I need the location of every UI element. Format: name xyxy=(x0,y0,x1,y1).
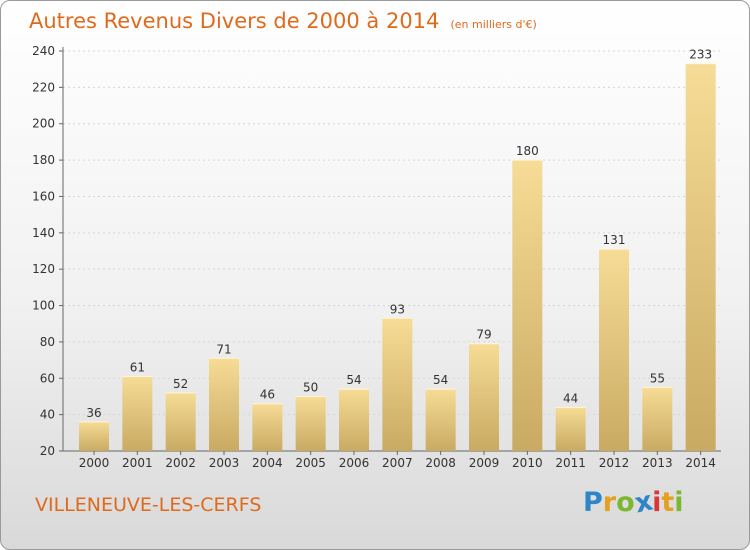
data-label: 131 xyxy=(603,233,626,247)
bar xyxy=(165,392,196,451)
bar xyxy=(685,63,716,452)
x-tick-label: 2014 xyxy=(685,456,716,470)
bar xyxy=(382,318,413,451)
y-tick-label: 200 xyxy=(32,117,55,131)
data-label: 233 xyxy=(689,48,712,62)
data-label: 54 xyxy=(346,373,361,387)
bar xyxy=(425,389,456,451)
y-tick-label: 180 xyxy=(32,153,55,167)
data-label: 36 xyxy=(86,406,101,420)
proxiti-logo[interactable]: Proxiti xyxy=(583,486,684,520)
bar xyxy=(252,403,283,451)
title-row: Autres Revenus Divers de 2000 à 2014 (en… xyxy=(29,9,537,33)
chart-title: Autres Revenus Divers de 2000 à 2014 xyxy=(29,9,440,33)
bar xyxy=(339,389,369,451)
bar xyxy=(599,249,629,451)
bar xyxy=(642,387,673,451)
bar xyxy=(555,407,586,451)
x-tick-label: 2009 xyxy=(469,456,500,470)
data-label: 50 xyxy=(303,380,318,394)
bar xyxy=(512,160,543,451)
data-label: 180 xyxy=(516,144,539,158)
logo-letter: o xyxy=(616,487,635,518)
bar xyxy=(469,343,499,451)
data-label: 61 xyxy=(130,360,145,374)
logo-letter: i xyxy=(674,487,684,518)
chart-subtitle: (en milliers d'€) xyxy=(450,18,537,31)
logo-letter: i xyxy=(652,487,662,518)
y-tick-label: 160 xyxy=(32,189,55,203)
bar xyxy=(295,396,326,451)
y-tick-label: 220 xyxy=(32,80,55,94)
y-tick-label: 40 xyxy=(40,408,55,422)
data-label: 93 xyxy=(390,302,405,316)
logo-letter: t xyxy=(661,487,675,518)
x-tick-label: 2005 xyxy=(295,456,326,470)
commune-name: VILLENEUVE-LES-CERFS xyxy=(35,494,262,516)
y-tick-label: 80 xyxy=(40,335,55,349)
x-tick-label: 2002 xyxy=(165,456,196,470)
x-tick-label: 2003 xyxy=(209,456,240,470)
x-tick-label: 2012 xyxy=(599,456,630,470)
y-tick-label: 100 xyxy=(32,299,55,313)
y-tick-label: 120 xyxy=(32,262,55,276)
data-label: 79 xyxy=(476,328,491,342)
x-tick-label: 2011 xyxy=(555,456,586,470)
x-tick-label: 2013 xyxy=(642,456,673,470)
y-tick-label: 140 xyxy=(32,226,55,240)
data-label: 46 xyxy=(260,388,275,402)
x-tick-label: 2007 xyxy=(382,456,413,470)
logo-letter: P xyxy=(583,487,603,518)
data-label: 55 xyxy=(650,371,665,385)
data-label: 44 xyxy=(563,391,578,405)
data-label: 54 xyxy=(433,373,448,387)
y-tick-label: 20 xyxy=(40,444,55,458)
x-tick-label: 2004 xyxy=(252,456,283,470)
x-tick-label: 2000 xyxy=(79,456,110,470)
data-label: 52 xyxy=(173,377,188,391)
x-tick-label: 2008 xyxy=(425,456,456,470)
x-tick-label: 2010 xyxy=(512,456,543,470)
bar xyxy=(209,358,239,451)
logo-letter: r xyxy=(602,487,617,518)
data-label: 71 xyxy=(216,342,231,356)
bar xyxy=(79,421,109,451)
bar xyxy=(122,376,153,451)
y-tick-label: 240 xyxy=(32,44,55,58)
x-tick-label: 2006 xyxy=(339,456,370,470)
x-tick-label: 2001 xyxy=(122,456,153,470)
y-tick-label: 60 xyxy=(40,371,55,385)
